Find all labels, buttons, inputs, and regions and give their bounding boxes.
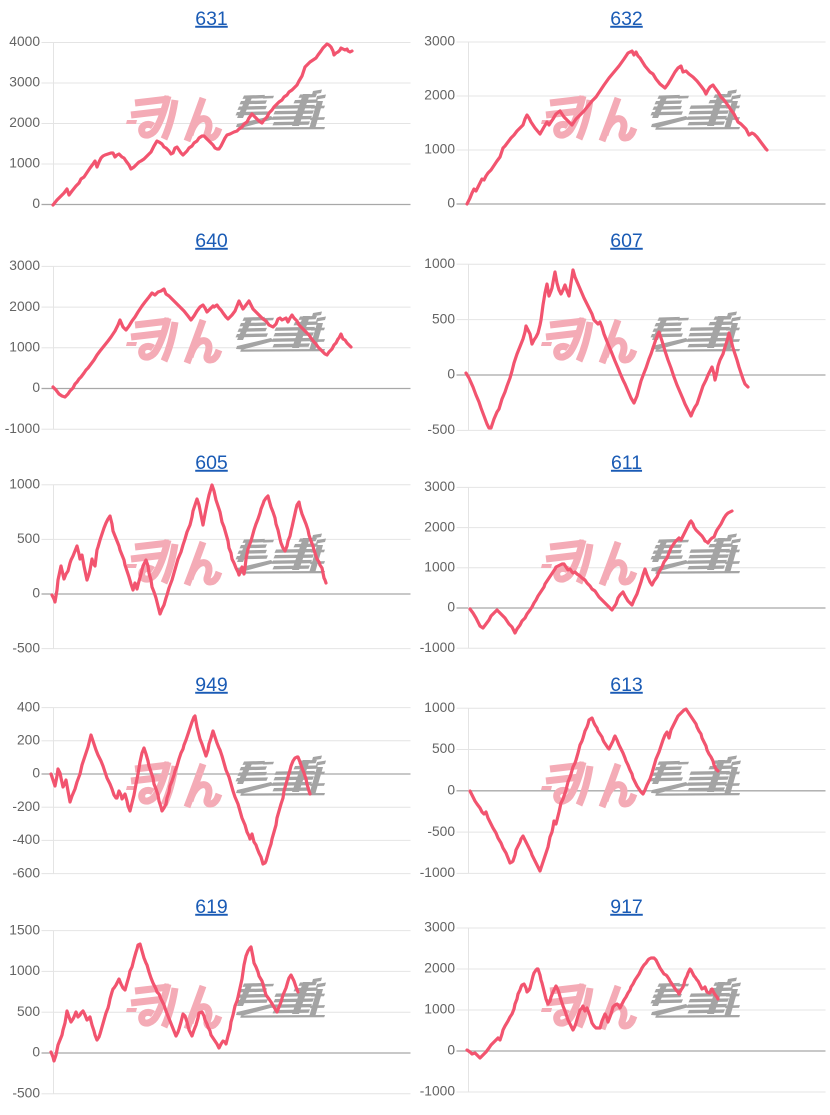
svg-text:631: 631 xyxy=(195,8,228,30)
svg-text:607: 607 xyxy=(610,230,643,252)
svg-text:0: 0 xyxy=(32,196,40,211)
svg-text:605: 605 xyxy=(195,452,228,474)
svg-text:3000: 3000 xyxy=(424,920,455,935)
svg-text:-500: -500 xyxy=(12,640,40,655)
svg-text:-500: -500 xyxy=(427,824,455,839)
svg-text:500: 500 xyxy=(17,531,40,546)
svg-text:632: 632 xyxy=(610,8,643,30)
svg-text:1000: 1000 xyxy=(9,340,40,355)
svg-text:500: 500 xyxy=(17,1004,40,1019)
svg-text:3000: 3000 xyxy=(9,258,40,273)
svg-text:-1000: -1000 xyxy=(5,421,41,436)
svg-text:2000: 2000 xyxy=(424,961,455,976)
svg-text:0: 0 xyxy=(32,586,40,601)
svg-text:-200: -200 xyxy=(12,799,40,814)
svg-text:4000: 4000 xyxy=(9,34,40,49)
svg-text:619: 619 xyxy=(195,896,228,918)
svg-text:0: 0 xyxy=(447,600,455,615)
svg-text:3000: 3000 xyxy=(424,479,455,494)
svg-text:949: 949 xyxy=(195,674,228,696)
svg-text:1000: 1000 xyxy=(424,142,455,157)
svg-text:1000: 1000 xyxy=(9,963,40,978)
svg-text:200: 200 xyxy=(17,733,40,748)
svg-text:1000: 1000 xyxy=(424,1002,455,1017)
svg-text:-500: -500 xyxy=(427,422,455,437)
svg-text:-1000: -1000 xyxy=(420,865,456,880)
svg-text:0: 0 xyxy=(32,766,40,781)
svg-text:2000: 2000 xyxy=(9,299,40,314)
svg-text:0: 0 xyxy=(447,196,455,211)
svg-text:0: 0 xyxy=(447,1043,455,1058)
svg-text:0: 0 xyxy=(447,367,455,382)
svg-text:500: 500 xyxy=(432,311,455,326)
svg-text:2000: 2000 xyxy=(424,519,455,534)
svg-text:1000: 1000 xyxy=(424,256,455,271)
svg-text:-400: -400 xyxy=(12,832,40,847)
svg-text:-500: -500 xyxy=(12,1086,40,1101)
svg-text:3000: 3000 xyxy=(424,34,455,49)
svg-text:3000: 3000 xyxy=(9,75,40,90)
svg-text:640: 640 xyxy=(195,230,228,252)
svg-text:1000: 1000 xyxy=(9,477,40,492)
svg-text:2000: 2000 xyxy=(9,115,40,130)
svg-text:613: 613 xyxy=(610,674,643,696)
svg-text:0: 0 xyxy=(32,1045,40,1060)
svg-text:0: 0 xyxy=(32,380,40,395)
svg-text:611: 611 xyxy=(611,452,642,474)
svg-text:0: 0 xyxy=(447,783,455,798)
svg-text:917: 917 xyxy=(610,896,643,918)
svg-text:400: 400 xyxy=(17,699,40,714)
svg-text:1000: 1000 xyxy=(9,156,40,171)
svg-text:2000: 2000 xyxy=(424,88,455,103)
svg-text:-1000: -1000 xyxy=(420,1084,456,1099)
svg-text:1000: 1000 xyxy=(424,560,455,575)
svg-text:500: 500 xyxy=(432,741,455,756)
svg-text:-1000: -1000 xyxy=(420,640,456,655)
svg-text:-600: -600 xyxy=(12,865,40,880)
svg-text:1500: 1500 xyxy=(9,922,40,937)
svg-text:1000: 1000 xyxy=(424,700,455,715)
